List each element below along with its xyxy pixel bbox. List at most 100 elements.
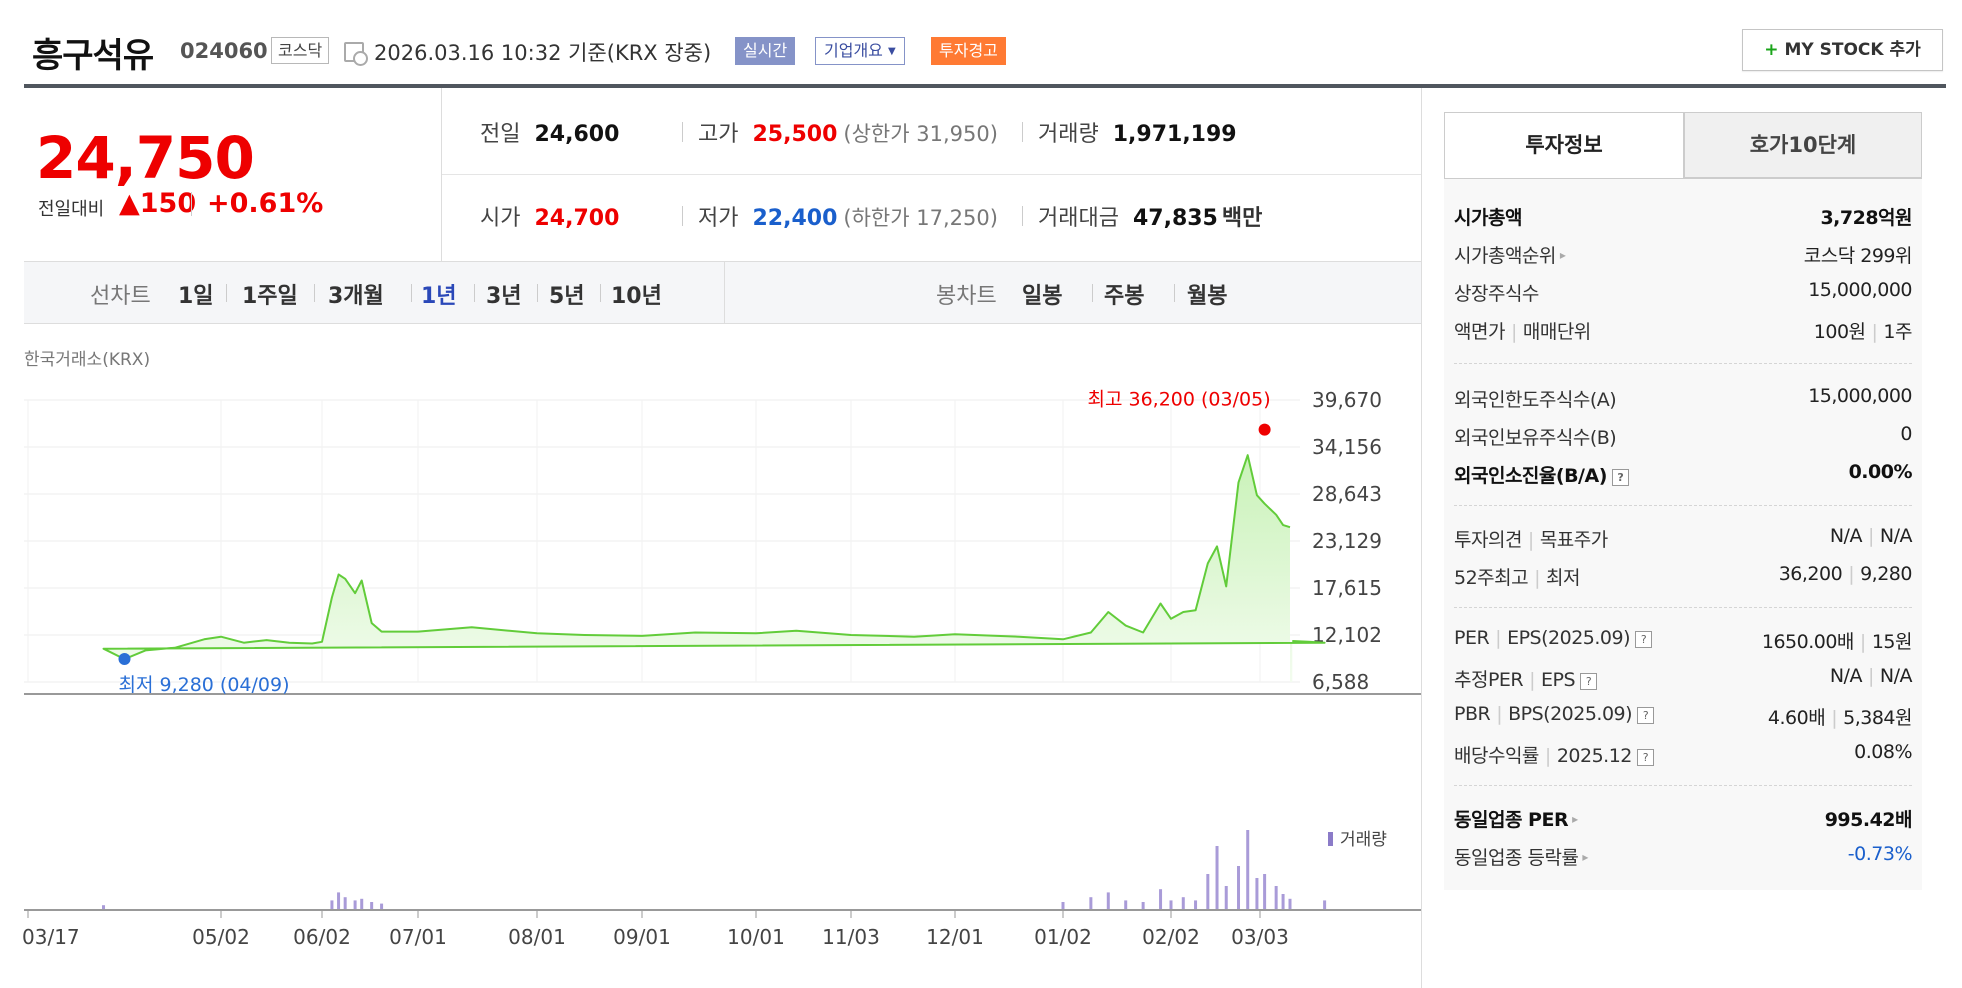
high-label: 고가 [698, 122, 739, 147]
high-cell: 고가 25,500 (상한가 31,950) [698, 116, 998, 148]
x-tick-label: 02/02 [1142, 925, 1200, 949]
x-tick-label: 07/01 [389, 925, 447, 949]
help-icon[interactable]: ? [1637, 707, 1655, 724]
pbr-label: PBR [1454, 703, 1491, 725]
volume-legend-swatch [1328, 832, 1333, 846]
candle-chart-label: 봉차트 [936, 284, 997, 309]
add-mystock-label: MY STOCK 추가 [1784, 40, 1921, 60]
panel-divider [1421, 88, 1422, 988]
x-tick-label: 06/02 [293, 925, 351, 949]
current-price: 24,750 [36, 124, 255, 192]
x-tick-label: 05/02 [192, 925, 250, 949]
volume-bar [1274, 886, 1278, 910]
pbr-value: 4.60배 [1767, 707, 1826, 729]
section-divider [1454, 785, 1912, 786]
volume-bar [1288, 898, 1292, 910]
tab-5year[interactable]: 5년 [549, 284, 585, 309]
row-cap-rank[interactable]: 시가총액순위 ▸ 코스닥 299위 [1454, 241, 1913, 273]
volume-bar [1194, 900, 1198, 910]
realtime-tag[interactable]: 실시간 [735, 37, 796, 65]
x-tick-label: 08/01 [508, 925, 566, 949]
eps-label: EPS(2025.09) [1507, 627, 1630, 649]
cell-separator [1022, 206, 1023, 226]
sector-change-value: -0.73% [1847, 843, 1913, 865]
y-tick-label: 34,156 [1312, 435, 1382, 459]
tab-1week[interactable]: 1주일 [242, 284, 298, 309]
w52-low-value: 9,280 [1860, 563, 1912, 585]
cell-separator [682, 122, 683, 142]
tab-1year[interactable]: 1년 [421, 284, 457, 309]
tab-separator [314, 284, 315, 302]
panel-body: 시가총액 3,728억원 시가총액순위 ▸ 코스닥 299위 상장주식수 15,0… [1444, 178, 1922, 890]
add-mystock-button[interactable]: + MY STOCK 추가 [1742, 29, 1943, 71]
face-label: 액면가 [1454, 321, 1505, 343]
row-divider [442, 174, 1422, 175]
prev-close-cell: 전일 24,600 [480, 116, 619, 148]
price-chart[interactable]: 39,67034,15628,64323,12917,61512,1026,58… [0, 380, 1421, 970]
bps-label: BPS(2025.09) [1508, 703, 1633, 725]
dividend-label: 배당수익률 [1454, 745, 1539, 767]
stock-name: 흥구석유 [32, 36, 154, 76]
amount-value: 47,835 [1132, 206, 1218, 231]
foreign-rate-label: 외국인소진율(B/A) [1454, 465, 1607, 487]
cell-separator [1022, 122, 1023, 142]
row-foreign-hold: 외국인보유주식수(B) 0 [1454, 423, 1912, 455]
low-value: 22,400 [752, 206, 838, 231]
tab-3year[interactable]: 3년 [486, 284, 522, 309]
w52-high-value: 36,200 [1778, 563, 1843, 585]
x-tick-label: 01/02 [1034, 925, 1092, 949]
diff-separator [191, 192, 192, 216]
market-cap-value: 3,728억원 [1820, 207, 1912, 229]
tab-daily[interactable]: 일봉 [1022, 284, 1063, 309]
diff-percent: +0.61% [207, 188, 324, 219]
tab-separator [226, 284, 227, 302]
w52-low-label: 최저 [1546, 567, 1580, 589]
min-label: 최저 9,280 (04/09) [119, 674, 290, 696]
price-summary: 24,750 전일대비 ▲150 +0.61% [24, 88, 442, 262]
lower-limit: (하한가 17,250) [843, 206, 998, 230]
tab-monthly[interactable]: 월봉 [1187, 284, 1228, 309]
volume-bar [330, 900, 334, 910]
help-icon[interactable]: ? [1635, 631, 1652, 648]
row-sector-per[interactable]: 동일업종 PER ▸ 995.42배 [1454, 805, 1913, 837]
volume-bar [1246, 830, 1250, 910]
tab-orderbook[interactable]: 호가10단계 [1684, 112, 1922, 178]
unit-value: 1주 [1883, 321, 1912, 343]
row-sector-change[interactable]: 동일업종 등락률 ▸ -0.73% [1454, 843, 1913, 875]
company-overview-dropdown[interactable]: 기업개요 ▼ [815, 37, 905, 65]
volume-label: 거래량 [1038, 122, 1099, 147]
volume-bar [343, 897, 347, 910]
sector-per-label: 동일업종 PER [1454, 809, 1569, 831]
diff-label: 전일대비 [38, 199, 105, 220]
volume-bar [1124, 900, 1128, 910]
tab-3month[interactable]: 3개월 [328, 284, 384, 309]
volume-bar [1206, 874, 1210, 910]
tab-10year[interactable]: 10년 [611, 284, 662, 309]
est-eps-label: EPS [1541, 669, 1576, 691]
help-icon[interactable]: ? [1611, 469, 1629, 486]
y-tick-label: 23,129 [1312, 529, 1382, 553]
section-divider [1454, 607, 1912, 608]
dividend-value: 0.08% [1854, 741, 1912, 763]
low-cell: 저가 22,400 (하한가 17,250) [698, 200, 998, 232]
tab-weekly[interactable]: 주봉 [1104, 284, 1145, 309]
price-info-grid: 전일 24,600 고가 25,500 (상한가 31,950) 거래량 1,971,1… [442, 88, 1422, 262]
x-tick-label: 10/01 [727, 925, 785, 949]
min-point [118, 653, 131, 666]
row-pbr: PBR | BPS(2025.09)? 4.60배 | 5,384원 [1454, 703, 1912, 729]
tab-1day[interactable]: 1일 [178, 284, 214, 309]
target-value: N/A [1879, 525, 1913, 547]
x-tick-label: 11/03 [822, 925, 880, 949]
stock-code: 024060 [180, 39, 268, 63]
tab-investment-info[interactable]: 투자정보 [1444, 112, 1684, 178]
open-cell: 시가 24,700 [480, 200, 619, 232]
help-icon[interactable]: ? [1580, 673, 1598, 690]
unit-label: 매매단위 [1522, 321, 1591, 343]
volume-bar [1181, 897, 1185, 910]
help-icon[interactable]: ? [1636, 749, 1654, 766]
row-est-per: 추정PER | EPS? N/A | N/A [1454, 665, 1913, 691]
prev-value: 24,600 [534, 122, 620, 147]
foreign-rate-value: 0.00% [1848, 461, 1913, 483]
row-opinion: 투자의견 | 목표주가 N/A | N/A [1454, 525, 1913, 551]
tab-separator [411, 284, 412, 302]
